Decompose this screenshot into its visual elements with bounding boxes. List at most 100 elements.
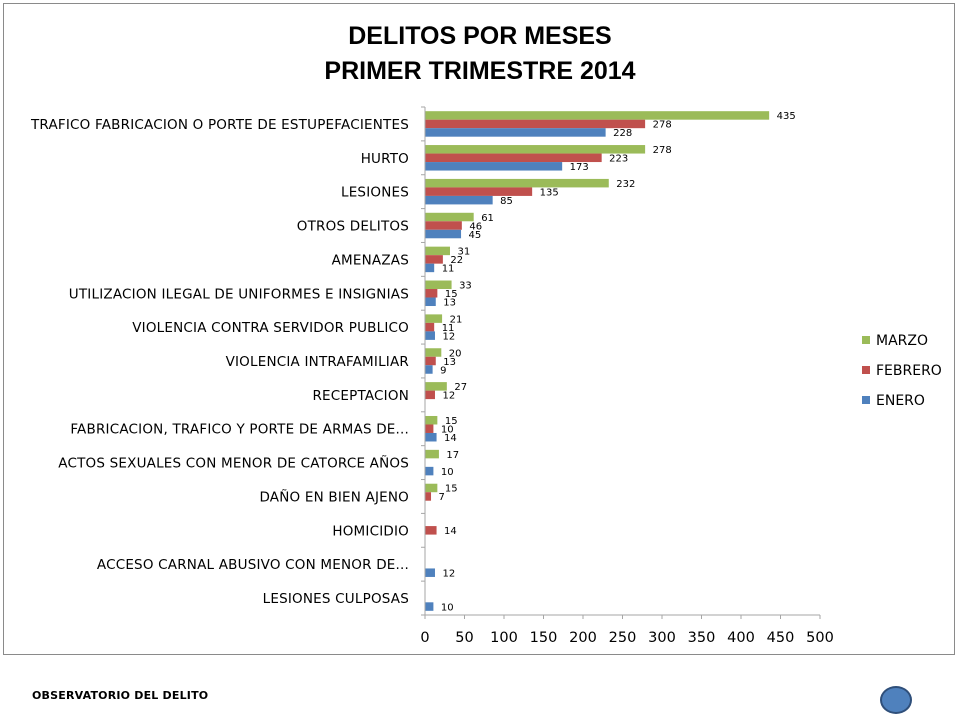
bar-febrero bbox=[425, 492, 432, 501]
category-label: LESIONES bbox=[341, 185, 409, 201]
data-label-marzo: 15 bbox=[445, 416, 458, 427]
bar-enero bbox=[425, 229, 462, 239]
bar-marzo bbox=[425, 483, 438, 493]
bar-marzo bbox=[425, 246, 450, 256]
bar-enero bbox=[425, 466, 434, 476]
bar-febrero bbox=[425, 221, 462, 230]
data-label-marzo: 17 bbox=[446, 450, 459, 461]
bar-marzo bbox=[425, 348, 442, 357]
category-label: ACTOS SEXUALES CON MENOR DE CATORCE AÑOS bbox=[58, 455, 409, 472]
bar-enero bbox=[425, 365, 433, 374]
data-label-enero: 12 bbox=[442, 331, 455, 342]
data-label-marzo: 27 bbox=[454, 382, 467, 393]
category-label: HOMICIDIO bbox=[332, 523, 409, 539]
data-label-febrero: 15 bbox=[445, 289, 458, 300]
x-tick-label: 400 bbox=[727, 630, 755, 646]
data-label-febrero: 135 bbox=[540, 187, 559, 198]
category-label: UTILIZACION ILEGAL DE UNIFORMES E INSIGN… bbox=[69, 286, 409, 302]
bar-febrero bbox=[425, 255, 443, 264]
x-tick-label: 250 bbox=[609, 630, 637, 646]
data-label-marzo: 15 bbox=[445, 484, 458, 495]
bar-febrero bbox=[425, 119, 646, 129]
x-tick-label: 0 bbox=[420, 630, 429, 646]
legend: MARZO FEBRERO ENERO bbox=[862, 333, 942, 409]
data-label-febrero: 10 bbox=[441, 424, 454, 435]
x-tick-label: 100 bbox=[490, 630, 518, 646]
data-label-febrero: 46 bbox=[469, 221, 482, 232]
bar-febrero bbox=[425, 289, 438, 298]
category-label: RECEPTACION bbox=[312, 388, 409, 404]
bar-marzo bbox=[425, 449, 439, 459]
bar-enero bbox=[425, 128, 606, 137]
bar-febrero bbox=[425, 390, 435, 400]
category-label: HURTO bbox=[361, 151, 409, 167]
data-label-marzo: 61 bbox=[481, 213, 494, 224]
bar-enero bbox=[425, 602, 434, 611]
data-label-marzo: 435 bbox=[777, 111, 796, 122]
legend-label-enero: ENERO bbox=[876, 393, 925, 409]
data-label-enero: 9 bbox=[440, 365, 446, 376]
x-tick-label: 150 bbox=[530, 630, 558, 646]
bar-marzo bbox=[425, 314, 443, 323]
category-label: VIOLENCIA INTRAFAMILIAR bbox=[226, 354, 409, 370]
bar-enero bbox=[425, 263, 435, 273]
bar-marzo bbox=[425, 178, 609, 188]
data-label-enero: 12 bbox=[442, 568, 455, 579]
data-label-febrero: 7 bbox=[439, 492, 445, 503]
data-label-marzo: 31 bbox=[457, 247, 470, 258]
bar-marzo bbox=[425, 280, 452, 290]
legend-swatch-marzo bbox=[862, 336, 870, 344]
data-label-enero: 13 bbox=[443, 298, 456, 309]
x-tick-label: 350 bbox=[688, 630, 716, 646]
legend-swatch-febrero bbox=[862, 366, 870, 374]
x-tick-label: 500 bbox=[806, 630, 834, 646]
chart-frame: DELITOS POR MESES PRIMER TRIMESTRE 2014 … bbox=[3, 3, 955, 655]
data-label-febrero: 12 bbox=[442, 391, 455, 402]
bar-marzo bbox=[425, 212, 474, 222]
data-label-febrero: 22 bbox=[450, 255, 463, 266]
chart-title-line-2: PRIMER TRIMESTRE 2014 bbox=[324, 57, 635, 85]
bar-febrero bbox=[425, 526, 437, 535]
bar-febrero bbox=[425, 356, 436, 366]
bar-enero bbox=[425, 195, 493, 205]
data-label-enero: 173 bbox=[570, 162, 589, 173]
bar-marzo bbox=[425, 382, 447, 391]
data-label-febrero: 13 bbox=[443, 357, 456, 368]
data-label-enero: 10 bbox=[441, 467, 454, 478]
plot-area: 0 50 100 150 200 250 300 350 400 450 500 TRAFICO FA… bbox=[30, 106, 834, 646]
x-tick-label: 50 bbox=[455, 630, 473, 646]
bar-marzo bbox=[425, 111, 770, 120]
nav-button[interactable] bbox=[880, 686, 912, 714]
bar-enero bbox=[425, 297, 436, 307]
category-label: LESIONES CULPOSAS bbox=[263, 591, 409, 607]
bar-febrero bbox=[425, 424, 434, 433]
category-label: DAÑO EN BIEN AJENO bbox=[259, 488, 409, 505]
data-label-enero: 10 bbox=[441, 602, 454, 613]
category-label: TRAFICO FABRICACION O PORTE DE ESTUPEFAC… bbox=[30, 117, 409, 133]
footer-label: OBSERVATORIO DEL DELITO bbox=[32, 689, 209, 702]
data-label-enero: 85 bbox=[500, 196, 513, 207]
data-label-enero: 45 bbox=[469, 230, 482, 241]
category-label: FABRICACION, TRAFICO Y PORTE DE ARMAS DE… bbox=[70, 422, 409, 438]
chart-title-line-1: DELITOS POR MESES bbox=[348, 22, 611, 50]
bar-febrero bbox=[425, 187, 533, 196]
data-label-marzo: 21 bbox=[450, 314, 463, 325]
data-label-enero: 228 bbox=[613, 128, 632, 139]
data-label-febrero: 223 bbox=[609, 154, 628, 165]
bar-febrero bbox=[425, 322, 435, 332]
chart-svg: DELITOS POR MESES PRIMER TRIMESTRE 2014 … bbox=[30, 22, 942, 646]
x-tick-label: 200 bbox=[569, 630, 597, 646]
legend-label-marzo: MARZO bbox=[876, 333, 928, 349]
data-label-febrero: 278 bbox=[653, 120, 672, 131]
data-label-enero: 14 bbox=[444, 433, 457, 444]
legend-swatch-enero bbox=[862, 396, 870, 404]
bar-marzo bbox=[425, 415, 438, 425]
category-label: VIOLENCIA CONTRA SERVIDOR PUBLICO bbox=[132, 320, 409, 336]
bar-enero bbox=[425, 162, 563, 171]
category-label: OTROS DELITOS bbox=[297, 219, 409, 235]
category-label: ACCESO CARNAL ABUSIVO CON MENOR DE... bbox=[97, 557, 409, 573]
legend-label-febrero: FEBRERO bbox=[876, 363, 942, 379]
x-tick-label: 300 bbox=[648, 630, 676, 646]
data-label-marzo: 232 bbox=[616, 179, 635, 190]
bar-marzo bbox=[425, 145, 646, 154]
